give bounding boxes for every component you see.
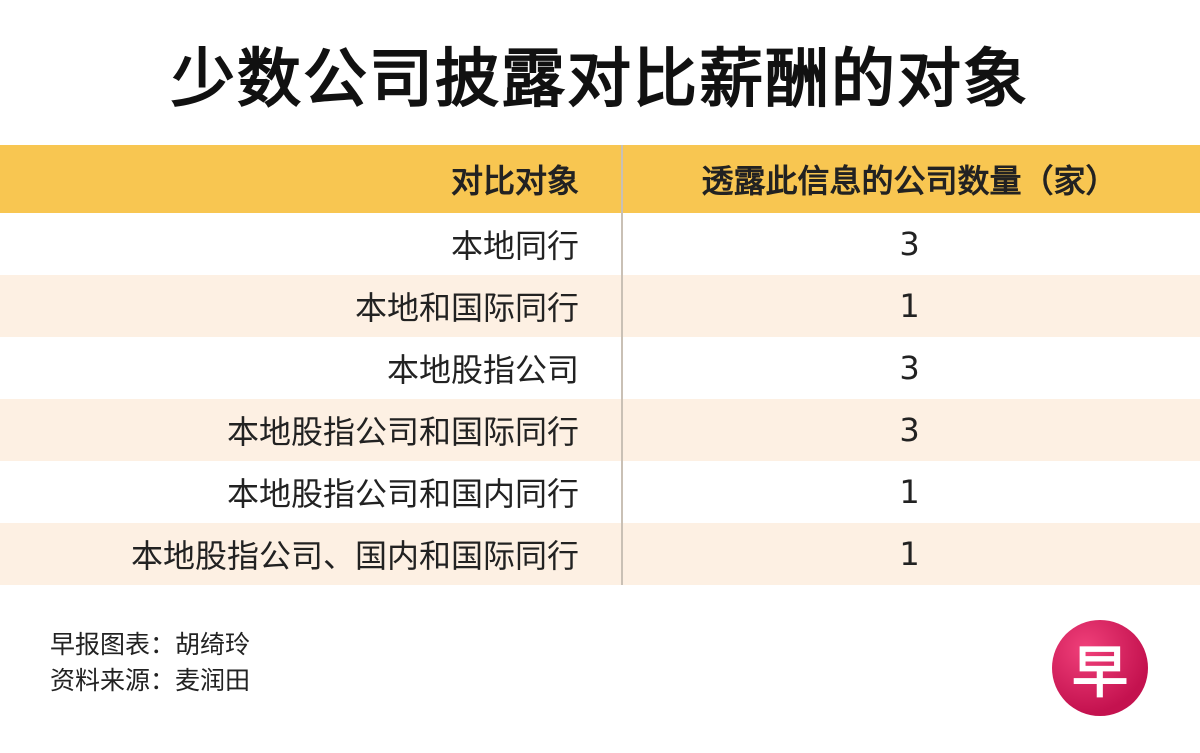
company-count: 1: [622, 275, 1200, 337]
company-count: 3: [622, 399, 1200, 461]
title: 少数公司披露对比薪酬的对象: [171, 43, 1029, 117]
header-row: 对比对象 透露此信息的公司数量（家）: [0, 145, 1200, 213]
table-row: 本地股指公司和国内同行 1: [0, 461, 1200, 523]
credits: 早报图表：胡绮玲 资料来源：麦润田: [50, 627, 250, 699]
table-header: 对比对象 透露此信息的公司数量（家）: [0, 145, 1200, 213]
table-row: 本地同行 3: [0, 213, 1200, 275]
table-row: 本地股指公司和国际同行 3: [0, 399, 1200, 461]
comparison-target: 本地同行: [0, 213, 623, 275]
logo: 早: [1052, 620, 1148, 716]
company-count: 1: [899, 473, 920, 511]
comparison-target: 本地股指公司和国内同行: [0, 461, 623, 523]
table-row: 本地股指公司 3: [0, 337, 1200, 399]
comparison-target: 本地和国际同行: [0, 275, 623, 337]
comparison-target: 本地股指公司和国际同行: [0, 399, 623, 461]
credit-line: 资料来源：麦润田: [50, 666, 251, 695]
table-row: 本地和国际同行 1: [0, 275, 1200, 337]
table-row: 本地股指公司、国内和国际同行 1: [0, 523, 1200, 585]
company-count: 1: [622, 523, 1200, 585]
data-table: 对比对象 透露此信息的公司数量（家） 本地同行 3 本地和国际同行 1 本地股指公司 3 本地…: [0, 145, 1200, 585]
column-header: 对比对象: [0, 145, 623, 213]
column-header: 透露此信息的公司数量（家）: [622, 145, 1200, 213]
company-count: 3: [899, 225, 920, 263]
comparison-target: 本地股指公司、国内和国际同行: [0, 523, 623, 585]
table-body: 本地同行 3 本地和国际同行 1 本地股指公司 3 本地股指公司和国际同行 3 本地股指公司和国…: [0, 213, 1200, 585]
comparison-target: 本地股指公司: [0, 337, 623, 399]
company-count: 3: [899, 349, 920, 387]
credit-line: 早报图表：胡绮玲: [50, 630, 251, 659]
